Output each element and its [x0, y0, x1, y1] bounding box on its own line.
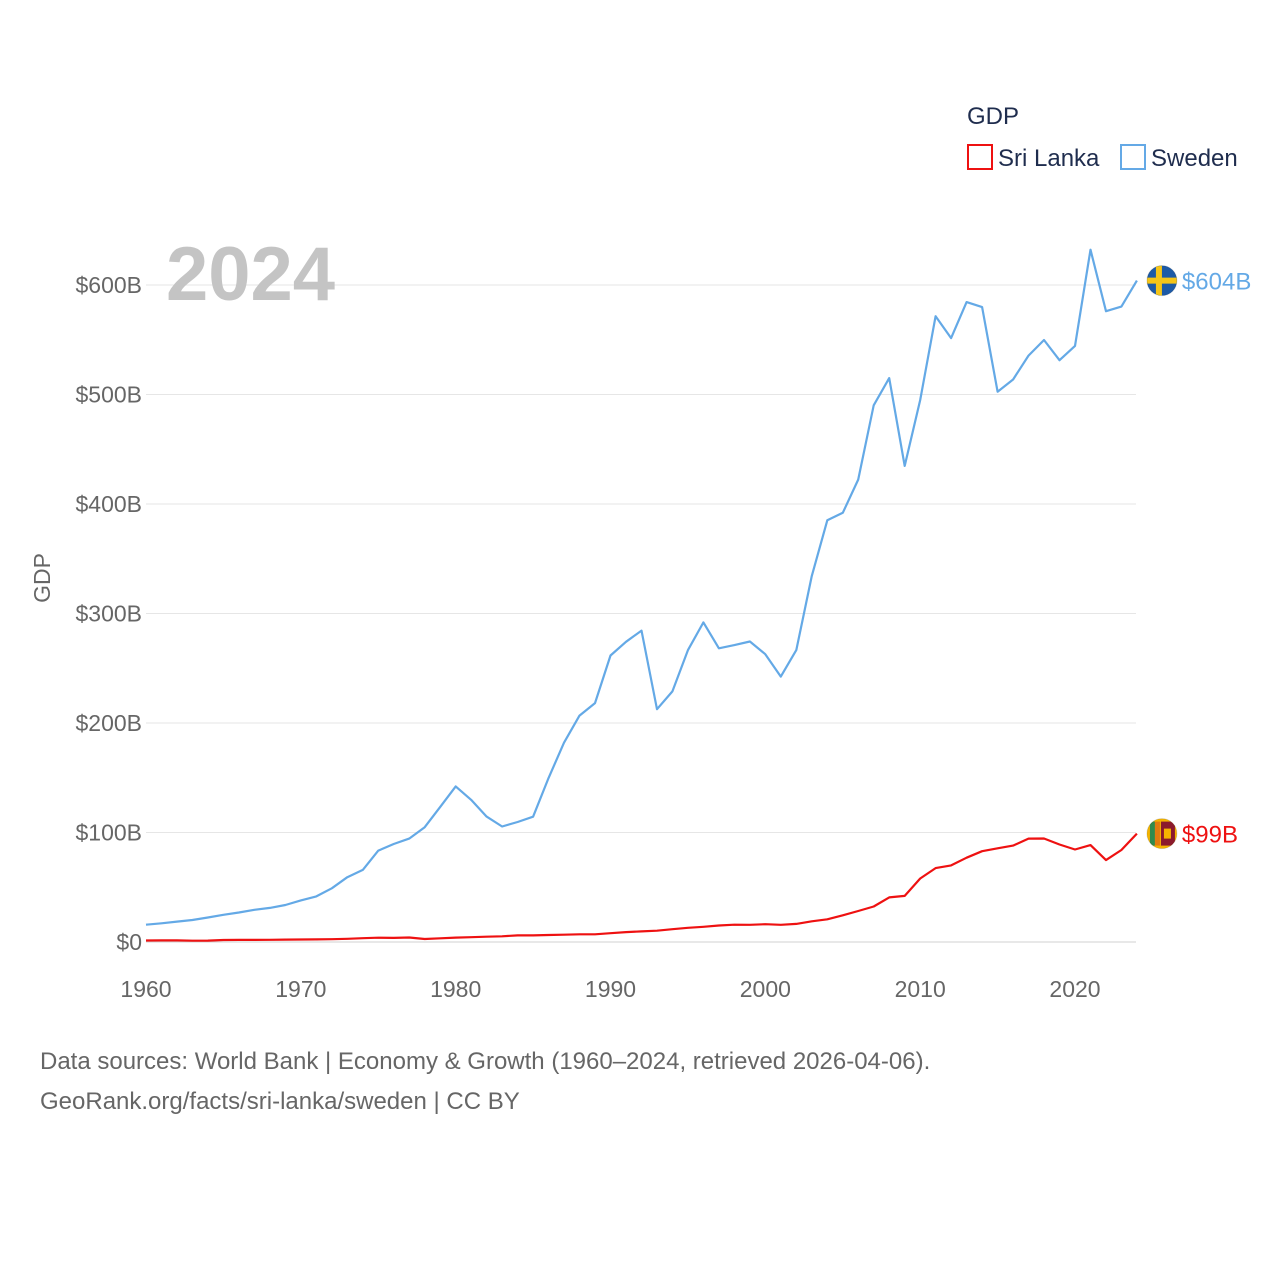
x-tick-label: 1990 [585, 976, 636, 1002]
x-tick-label: 1970 [275, 976, 326, 1002]
y-tick-label: $200B [75, 710, 142, 736]
legend-item-sweden[interactable]: Sweden [1120, 144, 1238, 172]
end-markers: $99B $604B [1146, 265, 1251, 850]
y-axis-title: GDP [29, 553, 55, 603]
legend-label-sweden: Sweden [1151, 145, 1238, 172]
year-label: 2024 [166, 232, 335, 317]
series-line-sri-lanka [145, 832, 1138, 942]
y-tick-label: $400B [75, 491, 142, 517]
x-tick-label: 2000 [740, 976, 791, 1002]
flag-icon-sweden [1146, 265, 1178, 297]
x-tick-label: 2020 [1049, 976, 1100, 1002]
grid-lines [146, 284, 1136, 943]
flag-icon-sri-lanka [1146, 818, 1178, 850]
x-tick-label: 1980 [430, 976, 481, 1002]
end-label-sri-lanka: $99B [1182, 822, 1238, 849]
legend-item-sri-lanka[interactable]: Sri Lanka [967, 144, 1100, 172]
y-tick-label: $0 [116, 929, 142, 955]
source-line-1: Data sources: World Bank | Economy & Gro… [40, 1048, 931, 1075]
series-lines [145, 248, 1138, 942]
y-tick-label: $300B [75, 601, 142, 627]
x-tick-label: 1960 [120, 976, 171, 1002]
legend-label-sri-lanka: Sri Lanka [998, 145, 1100, 172]
source-line-2[interactable]: GeoRank.org/facts/sri-lanka/sweden | CC … [40, 1088, 520, 1115]
y-axis-ticks: $0 $100B $200B $300B $400B $500B $600B [75, 272, 142, 955]
legend-swatch-sri-lanka [967, 144, 993, 170]
series-line-sweden [145, 248, 1138, 926]
y-tick-label: $100B [75, 820, 142, 846]
legend: GDP Sri Lanka Sweden [967, 103, 1238, 172]
end-label-sweden: $604B [1182, 269, 1251, 296]
y-tick-label: $500B [75, 382, 142, 408]
source-note: Data sources: World Bank | Economy & Gro… [40, 1042, 930, 1122]
x-tick-label: 2010 [895, 976, 946, 1002]
legend-title: GDP [967, 103, 1019, 130]
x-axis-ticks: 1960 1970 1980 1990 2000 2010 2020 [120, 976, 1100, 1002]
legend-swatch-sweden [1120, 144, 1146, 170]
y-tick-label: $600B [75, 272, 142, 298]
